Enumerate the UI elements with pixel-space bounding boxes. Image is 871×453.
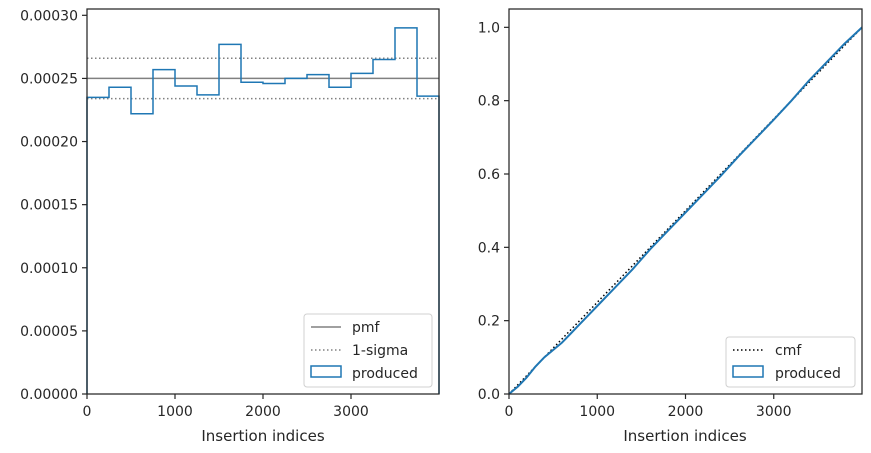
histogram-bin [87,97,109,394]
histogram-bin [219,44,241,394]
y-tick-label: 1.0 [478,20,500,36]
left-panel: 0 1000 2000 3000 0.000000.000050.000100.000… [20,8,440,445]
right-x-axis-label: Insertion indices [623,427,746,445]
legend-produced-swatch-right [732,365,764,378]
histogram-bin [197,95,219,394]
x-tick-label: 3000 [756,404,792,420]
right-legend: cmf produced [725,336,856,388]
y-tick-label: 0.6 [478,167,500,183]
produced-cumulative-line [508,26,863,395]
right-produced-line [508,26,863,395]
left-legend: pmf 1-sigma produced [303,313,433,388]
histogram-bin [175,86,197,394]
right-x-ticks: 0 1000 2000 3000 [505,394,792,420]
histogram-bin [109,87,131,394]
y-tick-label: 0.8 [478,94,500,110]
x-tick-label: 0 [83,404,92,420]
left-sigma-lines [87,57,439,100]
histogram-bin [241,82,263,394]
left-x-ticks: 0 1000 2000 3000 [83,394,369,420]
left-legend-box [303,313,433,388]
y-tick-label: 0.00000 [20,387,78,403]
legend-produced-label-right: produced [775,366,841,382]
histogram-bin [131,114,153,394]
produced-histogram-outline [86,27,440,394]
y-tick-label: 0.4 [478,240,500,256]
y-tick-label: 0.00005 [20,324,78,340]
legend-produced-swatch [310,365,342,378]
right-panel: 0 1000 2000 3000 0.0 0.2 0.4 0.6 0.8 1.0 Inserti… [478,8,863,445]
x-tick-label: 1000 [157,404,193,420]
y-tick-label: 0.00010 [20,261,78,277]
y-tick-label: 0.00025 [20,71,78,87]
histogram-bin [153,70,175,394]
histogram-bin [263,83,285,394]
x-tick-label: 3000 [333,404,369,420]
y-tick-label: 0.00030 [20,8,78,24]
legend-cmf-label: cmf [775,343,802,359]
left-y-ticks: 0.00000 0.00005 0.00010 0.00015 0.00020 0.000… [20,8,87,403]
legend-pmf-label: pmf [352,320,381,336]
x-tick-label: 2000 [245,404,281,420]
y-tick-label: 0.00015 [20,198,78,214]
y-tick-label: 0.2 [478,314,500,330]
right-y-ticks: 0.0 0.2 0.4 0.6 0.8 1.0 [478,20,509,403]
x-tick-label: 2000 [668,404,704,420]
left-histogram [86,27,440,394]
x-tick-label: 1000 [579,404,615,420]
left-x-axis-label: Insertion indices [201,427,324,445]
y-tick-label: 0.0 [478,387,500,403]
legend-sigma-label: 1-sigma [352,343,408,359]
legend-produced-label: produced [352,366,418,382]
x-tick-label: 0 [505,404,514,420]
right-plot-area [509,9,862,394]
y-tick-label: 0.00020 [20,135,78,151]
